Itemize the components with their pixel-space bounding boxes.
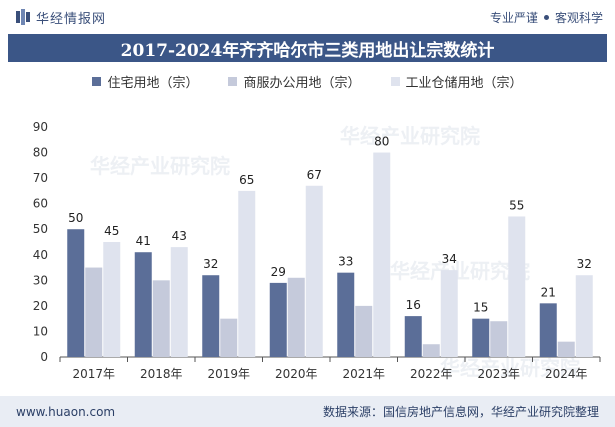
bar xyxy=(422,344,440,357)
data-label: 41 xyxy=(136,234,151,248)
footer: www.huaon.com 数据来源：国信房地产信息网，华经产业研究院整理 xyxy=(0,396,615,427)
legend-label-residential: 住宅用地（宗） xyxy=(107,75,199,91)
bar xyxy=(373,152,391,357)
chart-bars xyxy=(67,152,593,357)
data-label: 21 xyxy=(541,285,556,299)
slogan-left: 专业严谨 xyxy=(489,10,538,25)
legend-swatch-commercial xyxy=(228,76,238,86)
x-tick-label: 2021年 xyxy=(342,367,385,381)
legend-label-commercial: 商服办公用地（宗） xyxy=(243,75,361,91)
bar xyxy=(220,318,238,357)
slogan-dot-icon xyxy=(543,14,549,20)
y-tick-label: 60 xyxy=(33,197,48,211)
data-label: 15 xyxy=(473,301,488,315)
x-tick-label: 2017年 xyxy=(72,367,115,381)
y-tick-label: 20 xyxy=(33,299,48,313)
legend-item-residential: 住宅用地（宗） xyxy=(92,72,198,91)
y-tick-label: 80 xyxy=(33,146,48,160)
bar xyxy=(472,318,490,357)
chart-axes: 0 10 20 30 40 50 60 70 80 90 2017年 2018年 2019年 2020年 2… xyxy=(33,120,601,381)
y-tick-label: 90 xyxy=(33,120,48,134)
y-tick-label: 50 xyxy=(33,222,48,236)
x-tick-label: 2020年 xyxy=(275,367,318,381)
bar xyxy=(269,282,287,357)
bar xyxy=(287,277,305,357)
footer-website: www.huaon.com xyxy=(16,404,116,419)
x-tick-label: 2024年 xyxy=(545,367,588,381)
data-label: 50 xyxy=(68,211,83,225)
legend-item-industrial: 工业仓储用地（宗） xyxy=(390,72,523,91)
bar xyxy=(238,190,256,357)
x-tick-label: 2019年 xyxy=(207,367,250,381)
brand: 华经情报网 xyxy=(16,8,106,27)
bar xyxy=(85,267,103,357)
data-label: 43 xyxy=(172,229,187,243)
bar xyxy=(305,185,323,357)
data-label: 16 xyxy=(406,298,421,312)
bar xyxy=(134,252,152,357)
data-label: 32 xyxy=(577,257,592,271)
legend-swatch-residential xyxy=(92,76,102,86)
legend-item-commercial: 商服办公用地（宗） xyxy=(228,72,361,91)
bar xyxy=(490,321,508,357)
brand-name: 华经情报网 xyxy=(36,11,107,27)
data-label: 65 xyxy=(239,173,254,187)
legend-label-industrial: 工业仓储用地（宗） xyxy=(405,75,523,91)
legend-swatch-industrial xyxy=(390,76,400,86)
y-tick-label: 10 xyxy=(33,324,48,338)
y-tick-label: 30 xyxy=(33,273,48,287)
chart-data-labels: 50 45 41 43 32 65 29 67 33 80 16 34 15 55 21 32 xyxy=(68,135,592,315)
chart-legend: 住宅用地（宗） 商服办公用地（宗） 工业仓储用地（宗） xyxy=(0,70,615,92)
bar xyxy=(170,247,188,357)
data-label: 29 xyxy=(271,265,286,279)
x-tick-label: 2018年 xyxy=(140,367,183,381)
bar xyxy=(355,305,373,357)
bar xyxy=(337,272,355,357)
bar-chart: 0 10 20 30 40 50 60 70 80 90 2017年 2018年 2019年 2020年 2… xyxy=(33,120,601,381)
slogan: 专业严谨 客观科学 xyxy=(490,9,603,26)
bar xyxy=(575,275,593,357)
bar xyxy=(508,216,526,357)
top-bar: 华经情报网 专业严谨 客观科学 xyxy=(0,0,615,34)
data-label: 32 xyxy=(203,257,218,271)
bar xyxy=(152,280,170,357)
bar xyxy=(557,341,575,357)
bar xyxy=(404,316,422,357)
data-label: 80 xyxy=(374,135,389,149)
footer-source: 数据来源：国信房地产信息网，华经产业研究院整理 xyxy=(322,405,599,419)
y-tick-label: 70 xyxy=(33,171,48,185)
data-label: 55 xyxy=(509,198,524,212)
bar xyxy=(103,242,121,357)
data-label: 67 xyxy=(307,168,322,182)
x-tick-label: 2023年 xyxy=(477,367,520,381)
y-tick-label: 40 xyxy=(33,248,48,262)
data-label: 33 xyxy=(338,255,353,269)
bar xyxy=(67,229,85,357)
chart-title: 2017-2024年齐齐哈尔市三类用地出让宗数统计 xyxy=(8,34,607,62)
slogan-right: 客观科学 xyxy=(554,10,603,25)
y-tick-label: 0 xyxy=(40,350,48,364)
x-tick-label: 2022年 xyxy=(410,367,453,381)
bar xyxy=(539,303,557,357)
bar xyxy=(440,270,458,357)
brand-logo-icon xyxy=(16,9,30,25)
data-label: 34 xyxy=(442,252,457,266)
data-label: 45 xyxy=(104,224,119,238)
bar xyxy=(202,275,220,357)
